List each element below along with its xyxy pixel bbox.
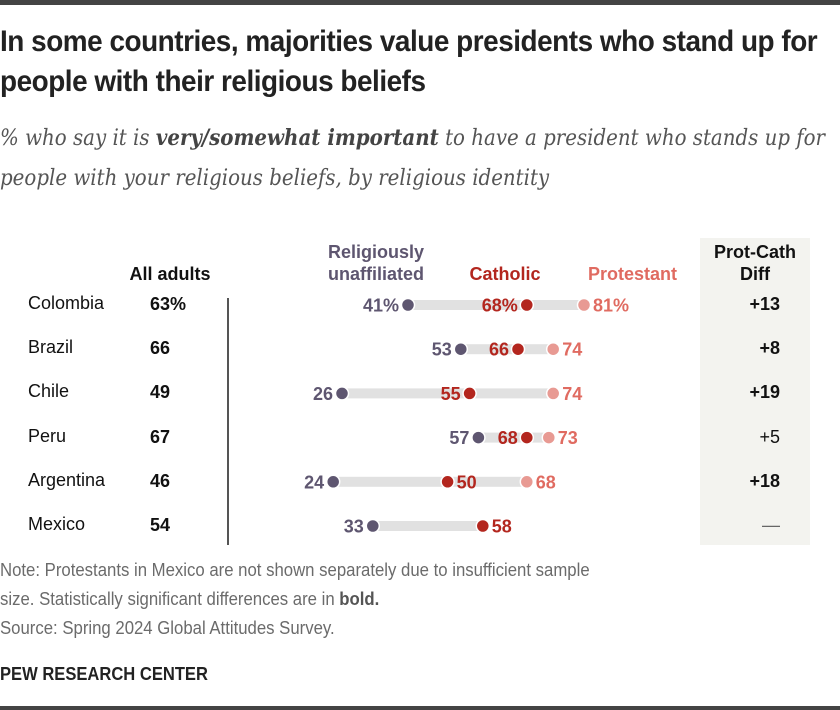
header-diff: Prot-Cath Diff [714, 242, 796, 284]
note-line1: Note: Protestants in Mexico are not show… [0, 560, 590, 580]
legend-protestant: Protestant [587, 264, 677, 284]
all-adults-value: 66 [150, 338, 171, 359]
protestant-label: 73 [558, 428, 578, 448]
protestant-label: 74 [562, 384, 582, 404]
catholic-dot [519, 430, 535, 445]
country-label: Peru [28, 425, 67, 446]
note-line2: size. Statistically significant differen… [0, 585, 837, 614]
country-label: Chile [28, 381, 70, 402]
unaffiliated-dot [365, 518, 381, 534]
legend-catholic: Catholic [469, 264, 541, 284]
diff-value: — [762, 515, 780, 535]
catholic-label: 58 [492, 517, 512, 537]
divider-line [227, 298, 229, 545]
protestant-dot [576, 297, 592, 313]
unaffiliated-label: 26 [313, 384, 333, 404]
range-bar [372, 521, 483, 531]
range-bar [333, 476, 527, 487]
all-adults-value: 67 [150, 426, 171, 447]
range-bar [478, 432, 549, 443]
diff-value: +13 [749, 294, 780, 314]
unaffiliated-label: 53 [432, 340, 452, 360]
subtitle-bold: very/somewhat important [155, 125, 439, 151]
header-all-adults: All adults [129, 264, 211, 284]
protestant-label: 68 [536, 472, 556, 492]
catholic-label: 55 [441, 384, 461, 404]
note-line2-text: size. Statistically significant differen… [0, 589, 340, 609]
country-label: Mexico [28, 514, 86, 534]
range-bar [408, 300, 584, 310]
unaffiliated-label: 33 [344, 517, 364, 537]
brand-logo: PEW RESEARCH CENTER [0, 664, 208, 684]
unaffiliated-dot [471, 430, 486, 445]
diff-panel [700, 238, 810, 545]
unaffiliated-dot [400, 297, 416, 313]
country-label: Colombia [28, 293, 105, 313]
all-adults-value: 54 [150, 515, 171, 535]
catholic-label: 68% [482, 296, 518, 316]
catholic-dot [462, 386, 477, 401]
diff-value: +5 [759, 426, 780, 447]
catholic-label: 68 [498, 428, 518, 448]
unaffiliated-label: 57 [449, 428, 469, 448]
unaffiliated-label: 24 [304, 472, 324, 492]
catholic-label: 66 [489, 340, 509, 360]
catholic-dot [475, 518, 491, 534]
unaffiliated-dot [453, 341, 469, 357]
country-label: Argentina [28, 469, 106, 490]
subtitle-pre: % who say it is [0, 126, 156, 151]
all-adults-value: 49 [150, 382, 171, 403]
catholic-dot [519, 297, 535, 313]
unaffiliated-label: 41% [363, 296, 399, 316]
protestant-dot [519, 474, 535, 490]
diff-value: +18 [749, 470, 780, 491]
catholic-label: 50 [457, 472, 477, 492]
unaffiliated-dot [334, 386, 350, 401]
protestant-label: 74 [562, 340, 582, 360]
bottom-border [0, 706, 840, 710]
protestant-dot [545, 386, 561, 401]
top-border [0, 0, 840, 5]
subtitle-post: to have a president who stands up for pe… [0, 126, 826, 191]
range-bar [342, 388, 554, 399]
all-adults-value: 63% [150, 294, 187, 314]
catholic-dot [440, 474, 455, 490]
unaffiliated-dot [325, 474, 341, 490]
protestant-dot [541, 430, 557, 445]
all-adults-value: 46 [150, 470, 171, 491]
note-bold: bold. [339, 589, 380, 609]
protestant-dot [545, 341, 561, 357]
catholic-dot [510, 341, 526, 357]
chart-title: In some countries, majorities value pres… [0, 25, 818, 98]
diff-value: +8 [759, 338, 780, 359]
range-bar [460, 344, 554, 355]
legend-unaffiliated: Religiously unaffiliated [327, 242, 425, 284]
diff-value: +19 [749, 382, 780, 403]
country-label: Brazil [28, 337, 74, 358]
source: Source: Spring 2024 Global Attitudes Sur… [0, 618, 335, 638]
protestant-label: 81% [593, 296, 629, 316]
note: Note: Protestants in Mexico are not show… [0, 556, 837, 643]
chart-subtitle: % who say it is very/somewhat important … [0, 118, 837, 199]
